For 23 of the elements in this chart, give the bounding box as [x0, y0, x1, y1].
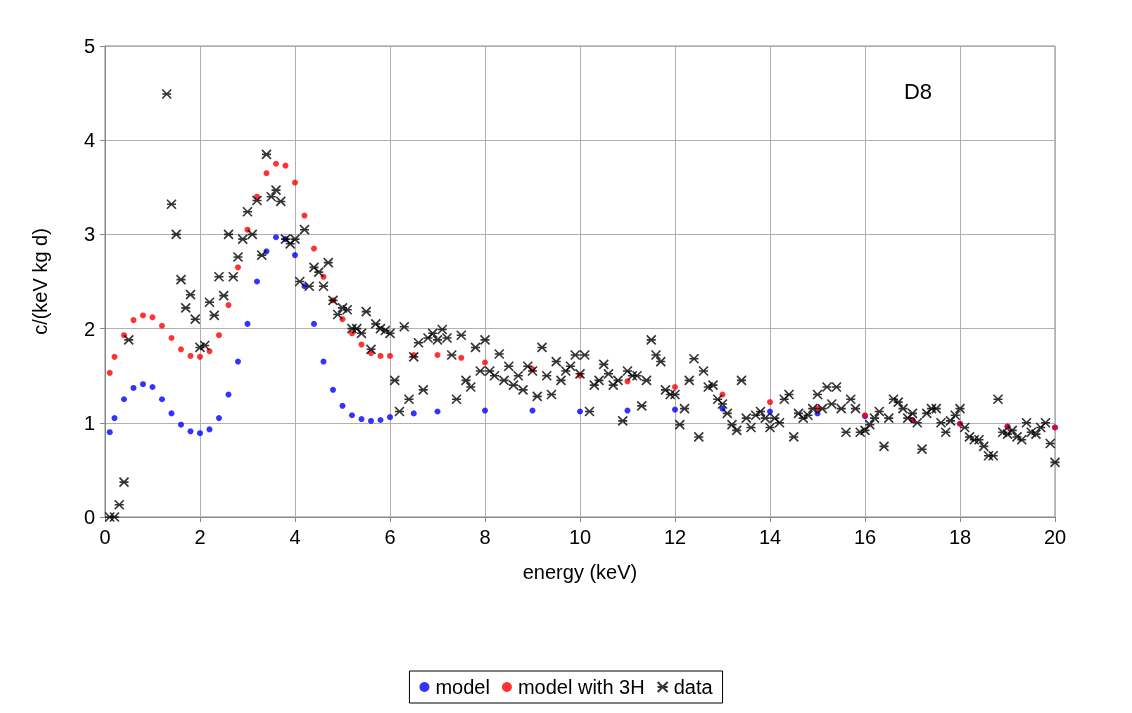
x-tick-label: 18 — [948, 526, 972, 548]
x-axis-title: energy (keV) — [522, 561, 638, 583]
x-tick-label: 20 — [1043, 526, 1067, 548]
y-tick-label: 0 — [83, 506, 95, 528]
y-tick-label: 5 — [83, 35, 95, 57]
x-tick-label: 10 — [568, 526, 592, 548]
y-tick-label: 3 — [83, 223, 95, 246]
legend-label: data — [673, 676, 714, 698]
x-tick-label: 2 — [194, 526, 206, 548]
x-tick-label: 14 — [758, 526, 782, 548]
x-tick-label: 6 — [384, 526, 396, 548]
legend-label: model with 3H — [517, 676, 645, 698]
y-axis-title: c/(keV kg d) — [29, 228, 51, 335]
x-tick-label: 12 — [663, 526, 687, 548]
legend-label: model — [435, 676, 490, 698]
x-tick-label: 8 — [479, 526, 491, 548]
y-tick-label: 1 — [83, 411, 95, 434]
annotation: D8 — [903, 78, 932, 104]
x-tick-label: 0 — [99, 526, 111, 548]
x-tick-label: 16 — [853, 526, 877, 548]
x-tick-label: 4 — [289, 526, 301, 548]
y-tick-label: 2 — [83, 317, 95, 340]
y-tick-label: 4 — [83, 129, 95, 152]
